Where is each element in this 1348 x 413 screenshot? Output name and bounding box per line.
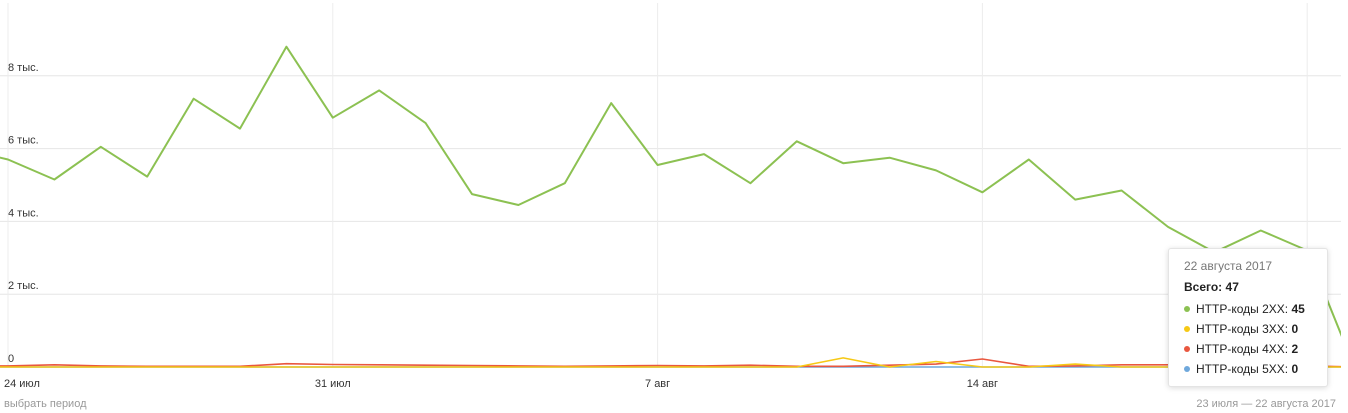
tooltip: 22 августа 2017 Всего: 47 HTTP-коды 2XX:… bbox=[1168, 248, 1328, 387]
y-tick-label: 8 тыс. bbox=[8, 62, 39, 74]
plot bbox=[0, 45, 1341, 368]
tooltip-row: HTTP-коды 3XX: 0 bbox=[1184, 319, 1327, 339]
tooltip-date: 22 августа 2017 bbox=[1184, 259, 1273, 273]
y-tick-label: 0 bbox=[8, 353, 14, 365]
total-label: Всего: bbox=[1184, 280, 1223, 294]
tooltip-dot bbox=[1184, 346, 1190, 352]
tooltip-row-value: 0 bbox=[1291, 322, 1299, 336]
y-tick-label: 2 тыс. bbox=[8, 280, 39, 292]
tooltip-total: Всего: 47 bbox=[1184, 280, 1327, 294]
x-tick-label: 14 авг bbox=[967, 378, 998, 390]
tooltip-row-label: HTTP-коды 5XX: bbox=[1196, 362, 1289, 376]
tooltip-row-value: 45 bbox=[1291, 302, 1305, 316]
series-line bbox=[0, 358, 1341, 368]
period: 23 июля — 22 августа 2017 bbox=[1196, 398, 1336, 410]
x-tick-label: 7 авг bbox=[645, 378, 670, 390]
tooltip-row: HTTP-коды 2XX: 45 bbox=[1184, 299, 1327, 319]
tooltip-row: HTTP-коды 4XX: 2 bbox=[1184, 339, 1327, 359]
tooltip-row-label: HTTP-коды 2XX: bbox=[1196, 302, 1289, 316]
x-tick-label: 31 июл bbox=[315, 378, 351, 390]
tooltip-row-label: HTTP-коды 4XX: bbox=[1196, 342, 1289, 356]
tooltip-row: HTTP-коды 5XX: 0 bbox=[1184, 359, 1327, 379]
x-tick-label: 24 июл bbox=[4, 378, 40, 390]
tooltip-rows: HTTP-коды 2XX: 45 HTTP-коды 3XX: 0 HTTP-ко… bbox=[1184, 299, 1327, 379]
tooltip-dot bbox=[1184, 366, 1190, 372]
tooltip-dot bbox=[1184, 306, 1190, 312]
tooltip-row-value: 0 bbox=[1291, 362, 1299, 376]
y-tick-label: 6 тыс. bbox=[8, 135, 39, 147]
tooltip-row-value: 2 bbox=[1291, 342, 1299, 356]
y-tick-label: 4 тыс. bbox=[8, 207, 39, 219]
period-link[interactable]: выбрать период bbox=[4, 398, 87, 410]
series-line bbox=[0, 45, 1341, 337]
tooltip-row-label: HTTP-коды 3XX: bbox=[1196, 322, 1289, 336]
grid: 0 2 тыс. 4 тыс. 6 тыс. 8 тыс. 24 июл 31 июл 7 а… bbox=[0, 3, 1341, 390]
chart: 0 2 тыс. 4 тыс. 6 тыс. 8 тыс. 24 июл 31 июл 7 а… bbox=[0, 3, 1341, 390]
total-value: 47 bbox=[1225, 280, 1239, 294]
tooltip-dot bbox=[1184, 326, 1190, 332]
series-line bbox=[0, 357, 1341, 368]
